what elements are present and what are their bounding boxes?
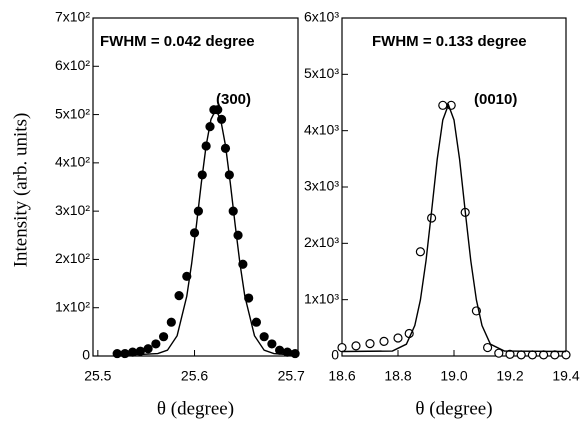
plot-frame [92, 17, 299, 357]
data-point [259, 332, 269, 342]
fit-line [117, 108, 294, 356]
data-point [112, 348, 122, 359]
y-tick-label: 2x10³ [304, 234, 339, 250]
x-tick-label: 25.5 [84, 368, 111, 384]
data-point [233, 230, 243, 240]
data-point [415, 247, 425, 257]
y-tick-label: 3x10³ [304, 178, 339, 194]
y-tick-label: 4x10³ [304, 121, 339, 137]
x-axis-label: θ (degree) [415, 398, 492, 419]
fit-line [341, 102, 567, 353]
y-tick-label: 0 [331, 347, 339, 363]
y-tick-label: 6x10² [55, 57, 90, 73]
data-point [538, 350, 549, 360]
x-tick-label: 19.4 [552, 368, 579, 384]
annotation: FWHM = 0.042 degree [100, 33, 255, 50]
data-point [438, 100, 448, 110]
data-point [166, 317, 176, 327]
x-tick-label: 19.2 [496, 368, 523, 384]
x-tick-label: 25.7 [278, 368, 305, 384]
x-tick-label: 25.6 [181, 368, 208, 384]
data-point [393, 333, 403, 343]
x-axis-label: θ (degree) [157, 398, 234, 419]
y-tick-label: 1x10³ [304, 290, 339, 306]
y-tick-label: 7x10² [55, 9, 90, 25]
data-point [120, 348, 130, 359]
x-tick-label: 18.8 [384, 368, 411, 384]
y-tick-label: 5x10² [55, 105, 90, 121]
data-point [151, 339, 161, 349]
plot-frame [341, 17, 567, 357]
data-point [143, 344, 153, 354]
y-tick-label: 2x10² [55, 250, 90, 266]
data-point [527, 350, 538, 360]
data-point [275, 345, 285, 355]
y-axis-label: Intensity (arb. units) [10, 113, 31, 268]
x-tick-label: 19.0 [440, 368, 467, 384]
data-point [516, 350, 526, 360]
annotation: (300) [216, 91, 251, 108]
data-point [379, 336, 389, 346]
y-tick-label: 0 [82, 347, 90, 363]
data-point [351, 341, 361, 351]
y-tick-label: 6x10³ [304, 9, 339, 25]
data-point [251, 317, 262, 327]
y-tick-label: 5x10³ [304, 65, 339, 81]
data-point [174, 291, 184, 301]
annotation: FWHM = 0.133 degree [372, 33, 527, 50]
data-point [290, 348, 300, 359]
data-point [483, 342, 493, 353]
y-tick-label: 1x10² [55, 298, 90, 314]
data-point [494, 348, 504, 358]
x-tick-label: 18.6 [328, 368, 355, 384]
y-tick-label: 3x10² [55, 202, 90, 218]
data-point [267, 339, 277, 349]
data-point [337, 342, 347, 353]
annotation: (0010) [474, 91, 517, 108]
data-point [365, 339, 375, 349]
data-point [505, 349, 515, 359]
y-tick-label: 4x10² [55, 154, 90, 170]
data-point [158, 332, 169, 342]
